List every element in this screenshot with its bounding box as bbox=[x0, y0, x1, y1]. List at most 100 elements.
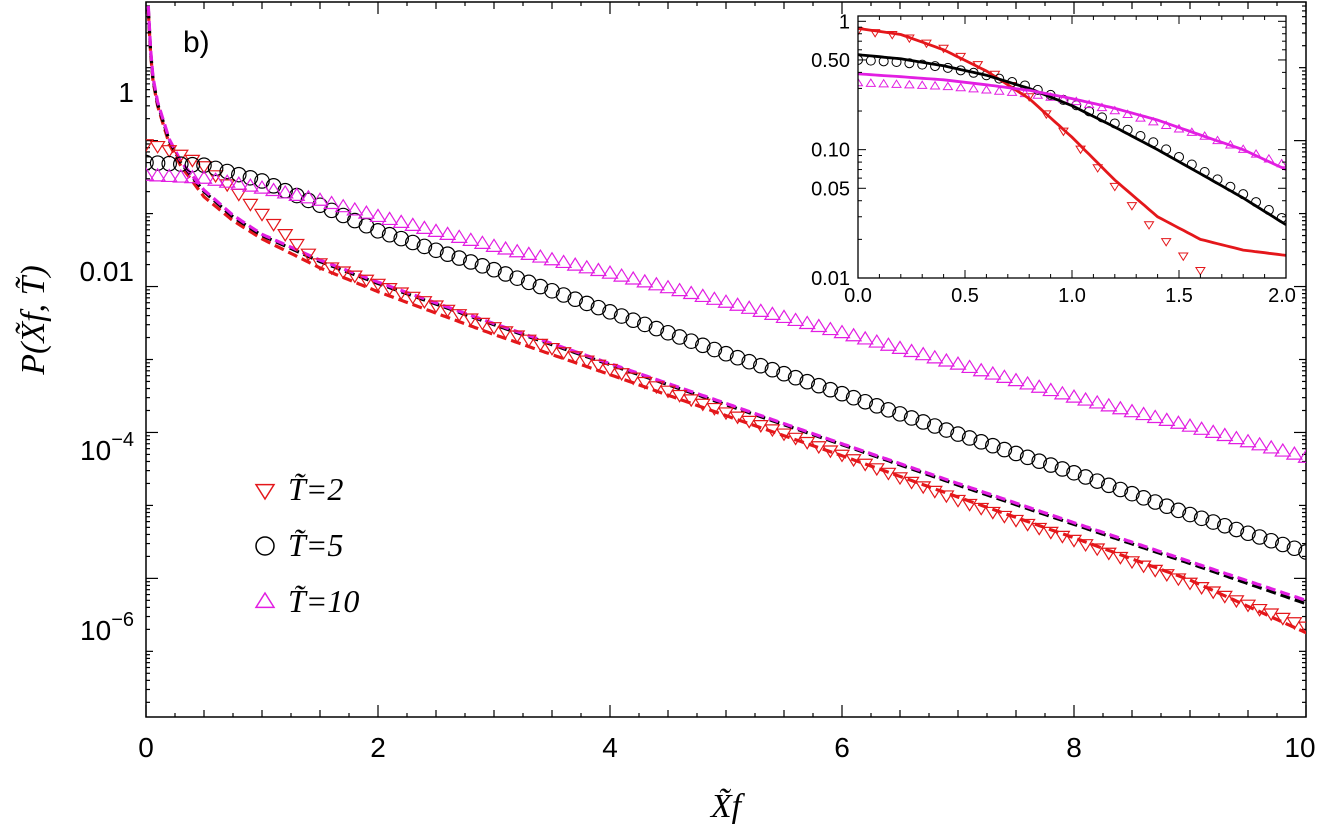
data-point bbox=[1100, 397, 1118, 412]
inset-data-point bbox=[878, 78, 890, 88]
data-point bbox=[146, 139, 155, 153]
data-point bbox=[231, 166, 247, 183]
main-series-group bbox=[146, 5, 1306, 635]
data-point bbox=[335, 266, 352, 280]
data-point bbox=[520, 274, 537, 291]
data-point bbox=[195, 161, 213, 175]
data-point bbox=[555, 347, 572, 361]
inset-x-tick-label-2.0: 2.0 bbox=[1268, 285, 1296, 307]
data-point bbox=[961, 359, 979, 374]
data-point bbox=[161, 155, 177, 172]
data-point bbox=[532, 338, 549, 352]
data-point bbox=[973, 502, 990, 516]
data-point bbox=[915, 481, 932, 495]
inset-theory-curve bbox=[858, 72, 1286, 171]
data-point bbox=[450, 229, 468, 243]
data-point bbox=[961, 430, 978, 446]
data-point bbox=[404, 217, 422, 231]
data-point bbox=[903, 410, 920, 426]
data-point bbox=[1251, 603, 1268, 617]
legend-label-t10: T̃=10 bbox=[288, 583, 359, 619]
data-point bbox=[1008, 445, 1024, 462]
data-point bbox=[265, 218, 282, 232]
data-point bbox=[218, 174, 236, 188]
data-point bbox=[439, 304, 456, 318]
y-tick-label-1: 1 bbox=[118, 77, 134, 108]
inset-x-tick-labels: 0.0 0.5 1.0 1.5 2.0 bbox=[844, 285, 1296, 307]
data-point bbox=[613, 308, 630, 324]
data-point bbox=[219, 163, 235, 180]
data-point bbox=[1285, 446, 1303, 460]
data-point bbox=[776, 365, 792, 382]
data-point bbox=[984, 506, 1001, 520]
dashed-curve bbox=[146, 5, 1306, 602]
data-point bbox=[683, 333, 699, 349]
data-point bbox=[694, 398, 711, 412]
data-point bbox=[381, 226, 398, 243]
data-point bbox=[1205, 586, 1222, 600]
data-point bbox=[763, 306, 781, 320]
data-point bbox=[1135, 490, 1152, 506]
x-tick-label-2: 2 bbox=[370, 732, 386, 763]
data-point bbox=[1159, 498, 1175, 514]
data-point bbox=[1135, 560, 1152, 574]
data-point bbox=[1147, 564, 1164, 578]
data-point bbox=[683, 394, 700, 408]
data-point bbox=[149, 167, 167, 182]
data-point bbox=[207, 172, 225, 186]
inset-data-point bbox=[916, 80, 928, 89]
main-y-tick-labels: 1 0.01 10−4 10−6 bbox=[80, 77, 135, 646]
data-point bbox=[300, 248, 317, 262]
inset-data-point bbox=[891, 79, 902, 88]
legend-markers bbox=[254, 483, 276, 609]
data-point bbox=[972, 362, 990, 377]
data-point bbox=[485, 322, 503, 336]
data-point bbox=[613, 368, 630, 382]
data-point bbox=[1158, 412, 1176, 426]
data-point bbox=[520, 334, 537, 348]
data-point bbox=[787, 432, 804, 446]
data-point bbox=[543, 251, 561, 266]
data-point bbox=[428, 242, 444, 259]
data-point bbox=[1158, 569, 1175, 582]
data-point bbox=[636, 376, 653, 390]
x-tick-label-0: 0 bbox=[138, 732, 154, 763]
data-point bbox=[404, 291, 421, 305]
data-point bbox=[311, 258, 329, 272]
y-tick-label-1e-4-base: 10 bbox=[80, 435, 111, 466]
data-point bbox=[810, 318, 828, 333]
data-point bbox=[1077, 539, 1094, 553]
inset-data-point bbox=[1147, 116, 1159, 126]
data-point bbox=[625, 372, 642, 386]
data-point bbox=[880, 402, 897, 418]
data-point bbox=[671, 282, 689, 297]
data-point bbox=[1077, 469, 1094, 485]
inset-data-point bbox=[858, 27, 864, 36]
legend-marker bbox=[254, 591, 276, 609]
data-point bbox=[694, 288, 712, 303]
data-point bbox=[462, 313, 479, 327]
data-point bbox=[439, 226, 457, 240]
inset-data-point bbox=[993, 86, 1005, 95]
data-point bbox=[520, 246, 538, 261]
data-point bbox=[1274, 442, 1292, 457]
data-point bbox=[172, 168, 190, 183]
data-point bbox=[253, 208, 271, 222]
data-point bbox=[346, 270, 363, 284]
data-point bbox=[601, 363, 619, 377]
main-x-tick-labels: 0 2 4 6 8 10 bbox=[138, 732, 1315, 763]
y-tick-label-1e-6-base: 10 bbox=[80, 615, 111, 646]
data-point bbox=[508, 243, 526, 258]
data-point bbox=[1019, 518, 1036, 532]
data-point bbox=[1019, 449, 1036, 466]
data-point bbox=[149, 155, 166, 171]
inset-data-point bbox=[1126, 202, 1138, 211]
data-point bbox=[1111, 400, 1129, 415]
data-point bbox=[474, 258, 491, 274]
data-point bbox=[567, 351, 584, 365]
data-point bbox=[984, 365, 1002, 380]
data-point bbox=[891, 472, 909, 486]
data-point bbox=[868, 333, 886, 348]
data-point bbox=[636, 273, 654, 288]
data-point bbox=[161, 145, 178, 159]
